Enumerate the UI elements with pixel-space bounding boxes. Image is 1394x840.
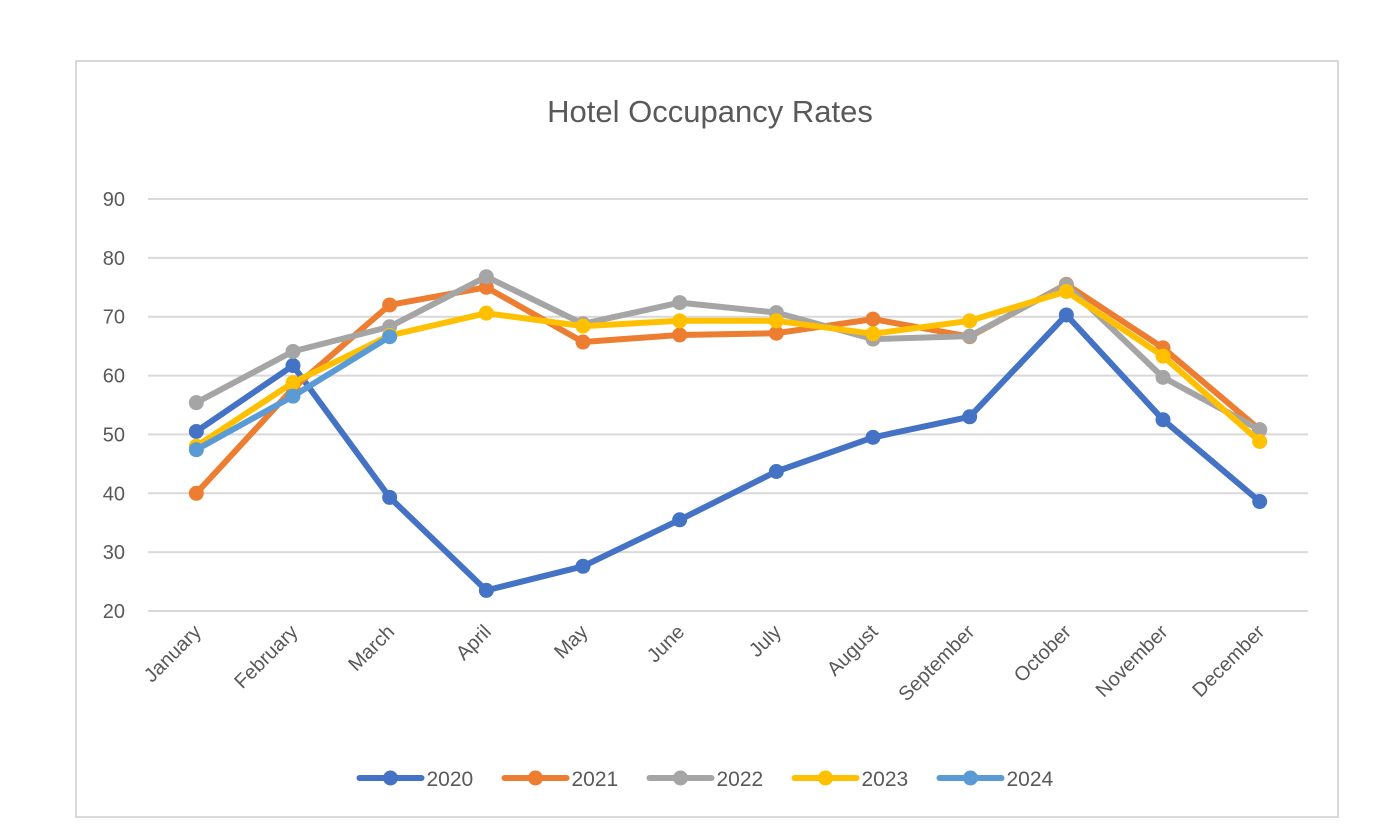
- data-point: [1252, 433, 1268, 449]
- legend-label: 2022: [717, 768, 764, 791]
- legend-item-2022: 2022: [646, 768, 764, 791]
- series-line: [193, 281, 1263, 497]
- legend-item-2020: 2020: [356, 768, 474, 791]
- legend-label: 2023: [862, 768, 909, 791]
- data-point: [1155, 369, 1171, 385]
- y-tick-label: 80: [103, 248, 125, 270]
- data-point: [672, 327, 688, 343]
- y-axis-ticks: 20 30 40 50 60 70 80 90: [103, 189, 125, 623]
- x-tick-label: February: [230, 621, 302, 693]
- series-layer: [188, 269, 1268, 598]
- x-tick-label: May: [550, 621, 592, 663]
- data-point: [478, 305, 494, 321]
- legend-swatch-marker: [528, 770, 543, 786]
- data-point: [962, 313, 978, 329]
- data-point: [285, 375, 301, 391]
- legend-swatch-marker: [673, 770, 688, 786]
- x-tick-label: September: [894, 621, 979, 706]
- series-line: [193, 311, 1263, 594]
- legend-label: 2020: [427, 768, 474, 791]
- data-point: [768, 313, 784, 329]
- y-tick-label: 20: [103, 601, 125, 623]
- y-tick-label: 50: [103, 424, 125, 446]
- data-point: [768, 325, 784, 341]
- data-point: [962, 328, 978, 344]
- data-point: [382, 489, 398, 505]
- data-point: [1252, 422, 1268, 438]
- data-point: [285, 388, 301, 404]
- data-point: [382, 329, 398, 345]
- data-point: [672, 313, 688, 329]
- series-line: [193, 288, 1263, 450]
- data-point: [188, 395, 204, 411]
- x-tick-label: June: [643, 621, 689, 667]
- x-tick-label: January: [140, 621, 206, 687]
- y-tick-label: 60: [103, 366, 125, 388]
- y-tick-label: 30: [103, 542, 125, 564]
- data-point: [865, 311, 881, 327]
- data-point: [962, 409, 978, 425]
- data-point: [1058, 283, 1074, 299]
- chart-title: Hotel Occupancy Rates: [547, 94, 873, 129]
- legend-item-2023: 2023: [791, 768, 909, 791]
- data-point: [1252, 494, 1268, 510]
- data-point: [865, 326, 881, 342]
- data-point: [1155, 412, 1171, 428]
- legend-label: 2024: [1007, 768, 1054, 791]
- x-axis-ticks: January February March April May June July Augu…: [140, 621, 1269, 706]
- data-point: [575, 334, 591, 350]
- data-point: [188, 442, 204, 458]
- legend-swatch-marker: [818, 770, 833, 786]
- data-point: [285, 358, 301, 374]
- y-tick-label: 70: [103, 307, 125, 329]
- data-point: [865, 429, 881, 445]
- data-point: [478, 582, 494, 598]
- x-tick-label: July: [745, 621, 786, 662]
- x-tick-label: April: [452, 621, 496, 665]
- data-point: [575, 318, 591, 334]
- legend-swatch-marker: [383, 770, 398, 786]
- line-chart: Hotel Occupancy Rates 20 30 40 50 60 70 80 90 J…: [103, 94, 1308, 791]
- y-tick-label: 40: [103, 483, 125, 505]
- data-point: [188, 423, 204, 439]
- x-tick-label: August: [823, 621, 883, 681]
- data-point: [188, 485, 204, 501]
- data-point: [575, 558, 591, 574]
- data-point: [382, 297, 398, 313]
- x-tick-label: December: [1188, 621, 1269, 702]
- legend-item-2024: 2024: [936, 768, 1054, 791]
- x-tick-label: October: [1010, 621, 1076, 687]
- data-point: [1058, 307, 1074, 323]
- x-tick-label: November: [1092, 621, 1173, 702]
- x-tick-label: March: [344, 621, 399, 676]
- data-point: [1155, 348, 1171, 364]
- data-point: [285, 343, 301, 359]
- chart-frame: Hotel Occupancy Rates 20 30 40 50 60 70 80 90 J…: [75, 60, 1339, 818]
- data-point: [768, 464, 784, 480]
- data-point: [672, 295, 688, 311]
- legend-item-2021: 2021: [501, 768, 619, 791]
- legend: 2020 2021 2022 2023 2024: [356, 768, 1054, 791]
- y-tick-label: 90: [103, 189, 125, 211]
- legend-swatch-marker: [963, 770, 978, 786]
- data-point: [672, 512, 688, 528]
- series-2024: [188, 329, 398, 458]
- legend-label: 2021: [572, 768, 619, 791]
- series-2020: [188, 307, 1268, 598]
- data-point: [478, 279, 494, 295]
- data-point: [478, 269, 494, 285]
